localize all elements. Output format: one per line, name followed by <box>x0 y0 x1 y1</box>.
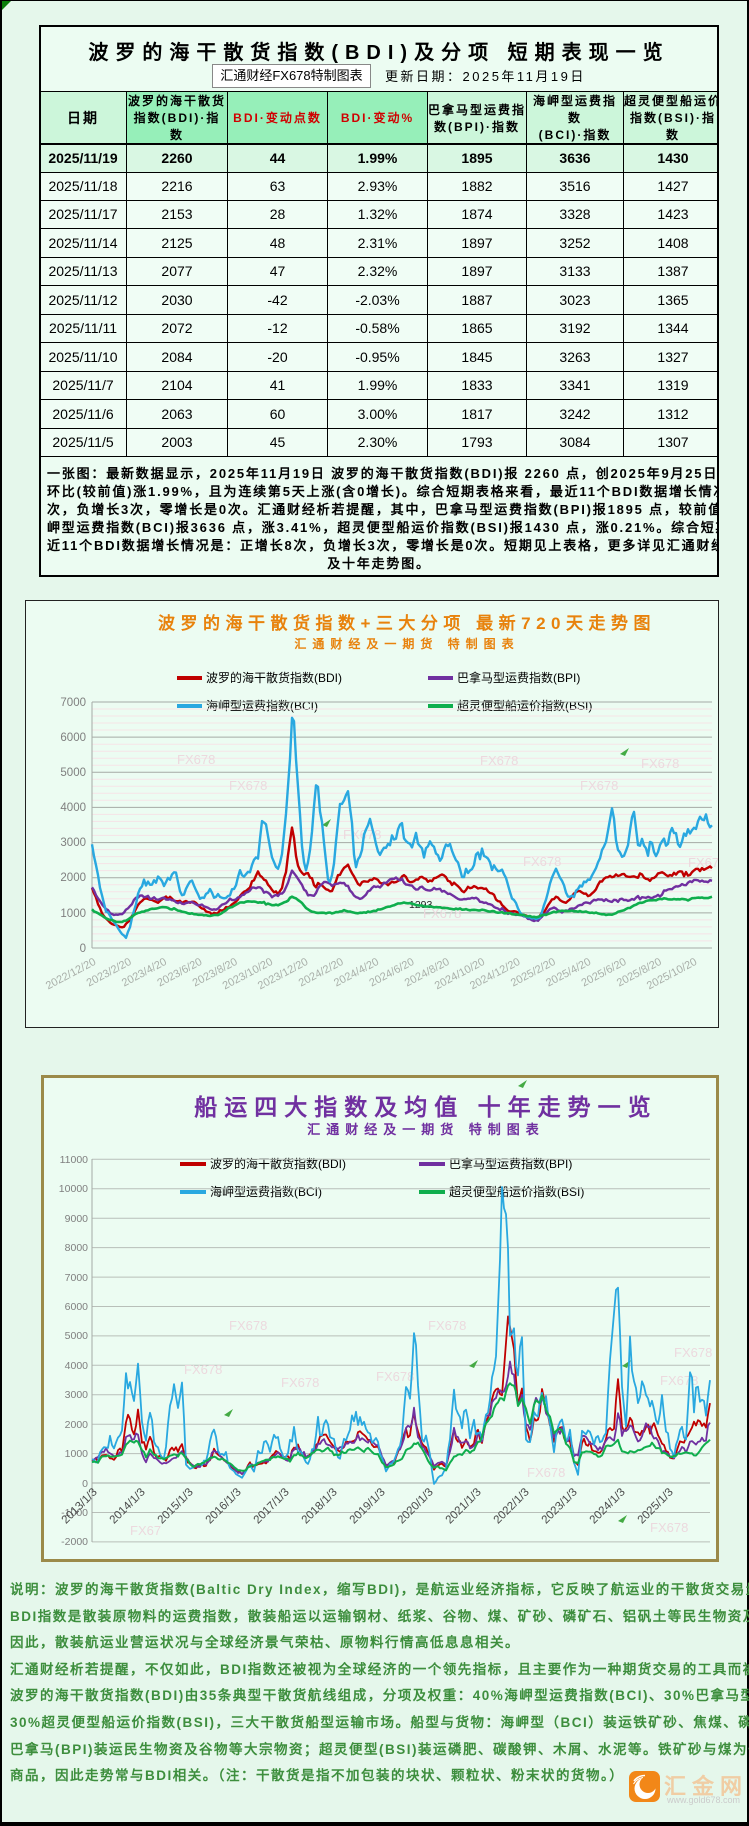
svg-text:7000: 7000 <box>60 697 86 709</box>
svg-text:波罗的海干散货指数(BDI): 波罗的海干散货指数(BDI) <box>210 1156 346 1171</box>
svg-text:1000: 1000 <box>60 908 86 920</box>
svg-text:6000: 6000 <box>60 732 86 744</box>
svg-text:3000: 3000 <box>65 1389 89 1401</box>
svg-text:汇通财经及一期货 特制图表: 汇通财经及一期货 特制图表 <box>307 1122 545 1137</box>
svg-text:-1000: -1000 <box>61 1507 88 1519</box>
svg-text:2014/1/3: 2014/1/3 <box>108 1486 148 1526</box>
svg-text:2015/1/3: 2015/1/3 <box>156 1486 196 1526</box>
svg-text:波罗的海干散货指数+三大分项 最新720天走势图: 波罗的海干散货指数+三大分项 最新720天走势图 <box>158 613 656 633</box>
svg-text:5000: 5000 <box>65 1330 89 1342</box>
svg-text:超灵便型船运价指数(BSI): 超灵便型船运价指数(BSI) <box>449 1184 584 1199</box>
svg-text:FX678: FX678 <box>523 854 561 869</box>
svg-text:FX678: FX678 <box>229 778 267 793</box>
svg-text:5000: 5000 <box>60 767 86 779</box>
svg-text:2017/1/3: 2017/1/3 <box>252 1486 292 1526</box>
svg-text:2019/1/3: 2019/1/3 <box>348 1486 388 1526</box>
svg-text:海岬型运费指数(BCI): 海岬型运费指数(BCI) <box>206 698 318 713</box>
svg-text:2000: 2000 <box>60 872 86 884</box>
svg-text:1000: 1000 <box>65 1448 89 1460</box>
svg-text:4000: 4000 <box>65 1360 89 1372</box>
svg-text:4000: 4000 <box>60 802 86 814</box>
svg-text:汇通财经及一期货 特制图表: 汇通财经及一期货 特制图表 <box>294 636 519 651</box>
svg-text:3000: 3000 <box>60 837 86 849</box>
svg-text:巴拿马型运费指数(BPI): 巴拿马型运费指数(BPI) <box>449 1156 572 1171</box>
svg-text:2022/1/3: 2022/1/3 <box>492 1486 532 1526</box>
svg-text:2000: 2000 <box>65 1419 89 1431</box>
svg-text:巴拿马型运费指数(BPI): 巴拿马型运费指数(BPI) <box>457 670 580 685</box>
svg-text:FX678: FX678 <box>480 753 518 768</box>
svg-text:FX67: FX67 <box>130 1523 161 1538</box>
svg-text:0: 0 <box>82 1478 88 1490</box>
svg-text:FX678: FX678 <box>674 1345 712 1360</box>
svg-text:FX678: FX678 <box>527 1465 565 1480</box>
svg-text:超灵便型船运价指数(BSI): 超灵便型船运价指数(BSI) <box>457 698 592 713</box>
svg-text:2020/1/3: 2020/1/3 <box>396 1486 436 1526</box>
svg-text:10000: 10000 <box>59 1183 88 1195</box>
svg-text:2016/1/3: 2016/1/3 <box>204 1486 244 1526</box>
svg-text:9000: 9000 <box>65 1213 89 1225</box>
svg-text:FX678: FX678 <box>376 1369 414 1384</box>
svg-text:0: 0 <box>80 943 86 955</box>
svg-text:2021/1/3: 2021/1/3 <box>444 1486 484 1526</box>
svg-text:6000: 6000 <box>65 1301 89 1313</box>
svg-text:11000: 11000 <box>60 1154 89 1166</box>
svg-text:7000: 7000 <box>65 1272 89 1284</box>
svg-text:8000: 8000 <box>65 1242 89 1254</box>
svg-text:FX678: FX678 <box>650 1520 688 1535</box>
svg-text:2018/1/3: 2018/1/3 <box>300 1486 340 1526</box>
svg-text:2023/1/3: 2023/1/3 <box>540 1486 580 1526</box>
svg-text:FX678: FX678 <box>229 1318 267 1333</box>
svg-text:船运四大指数及均值 十年走势一览: 船运四大指数及均值 十年走势一览 <box>194 1094 657 1120</box>
svg-text:-2000: -2000 <box>61 1536 88 1548</box>
svg-text:海岬型运费指数(BCI): 海岬型运费指数(BCI) <box>210 1184 322 1199</box>
svg-text:FX678: FX678 <box>281 1375 319 1390</box>
svg-text:波罗的海干散货指数(BDI): 波罗的海干散货指数(BDI) <box>206 670 342 685</box>
svg-text:FX678: FX678 <box>177 752 215 767</box>
svg-text:FX678: FX678 <box>428 1318 466 1333</box>
svg-text:FX678: FX678 <box>184 1362 222 1377</box>
svg-text:FX678: FX678 <box>580 778 618 793</box>
svg-text:FX678: FX678 <box>641 756 679 771</box>
